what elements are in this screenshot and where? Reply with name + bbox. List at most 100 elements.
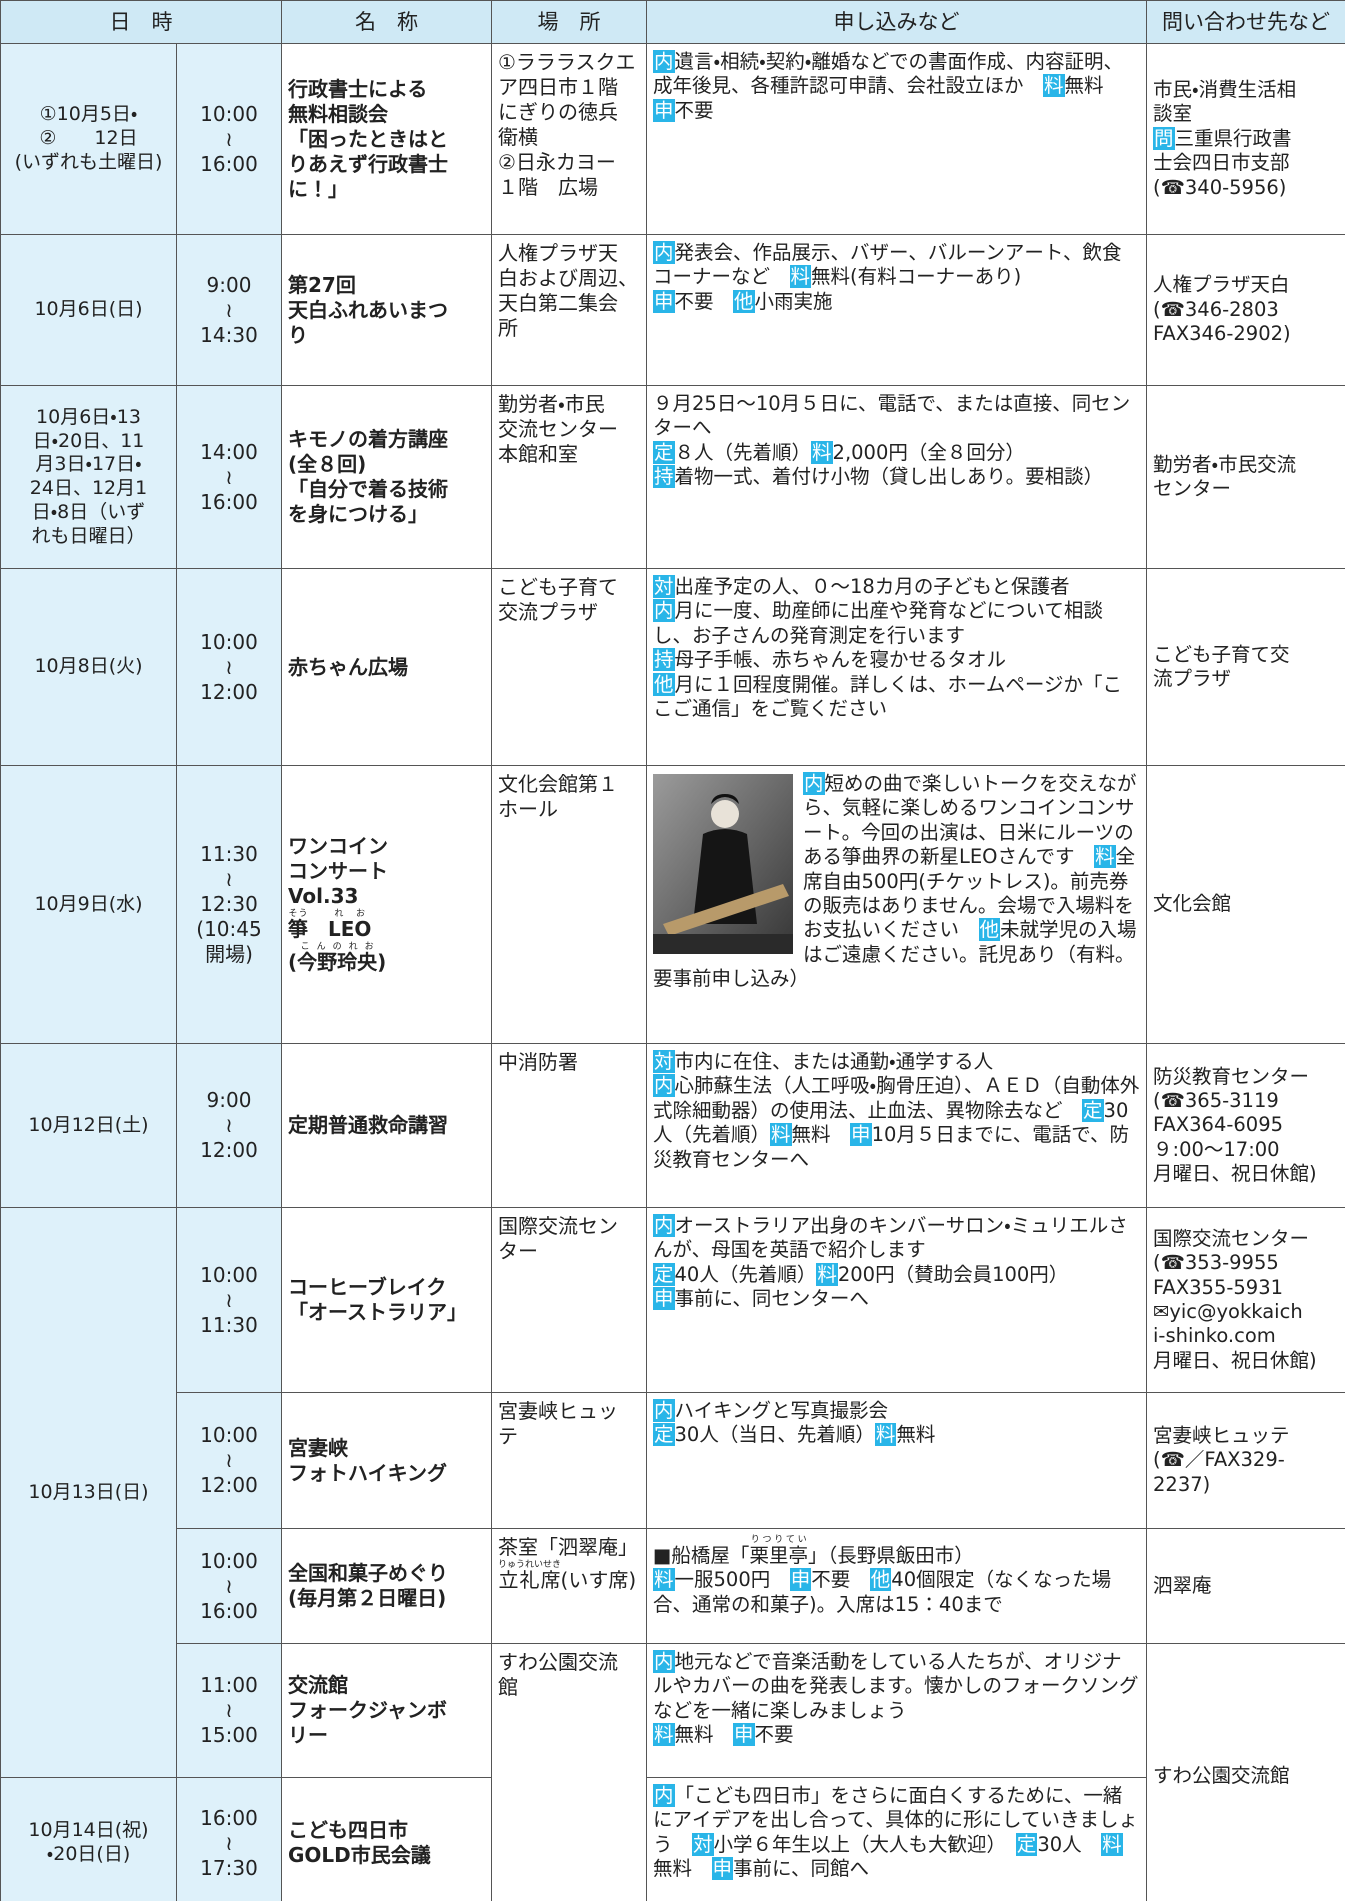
text: 「自分で着る技術 bbox=[288, 477, 448, 501]
text: こども子育て交 bbox=[1153, 642, 1290, 666]
line: i-shinko.com bbox=[1153, 1324, 1339, 1348]
time-cell: 11:30 ≀ 12:30 (10:45 開場) bbox=[176, 765, 282, 1044]
place-cell: 中消防署 bbox=[491, 1043, 647, 1208]
text: フォークジャンボ bbox=[288, 1698, 447, 1722]
text: 国際交流セン bbox=[498, 1214, 618, 1238]
line: 防災教育センター bbox=[1153, 1065, 1339, 1089]
badge: 料 bbox=[770, 1123, 792, 1147]
text: 白および周辺、 bbox=[498, 266, 638, 290]
text: フォトハイキング bbox=[288, 1460, 447, 1485]
line: コーヒーブレイク bbox=[288, 1275, 485, 1300]
text: 衛横 bbox=[498, 125, 538, 149]
text: れも日曜日） bbox=[31, 524, 146, 547]
line: 国際交流セン bbox=[498, 1214, 640, 1239]
text: 17:30 bbox=[200, 1855, 258, 1880]
line: 開場) bbox=[183, 942, 275, 967]
detail-cell: 内遺言・相続・契約・離婚などでの書面作成、内容証明、成年後見、各種許認可申請、会… bbox=[646, 43, 1147, 235]
text: 国際交流センター bbox=[1153, 1226, 1310, 1250]
text: 不要 bbox=[811, 1568, 870, 1592]
text: 立礼席 bbox=[498, 1568, 562, 1592]
text: ≀ bbox=[225, 1830, 233, 1855]
text: 10:00 bbox=[200, 1262, 258, 1287]
detail-cell: ■船橋屋「栗里亭りつりてい」（長野県飯田市） 料一服500円 申不要 他40個限定… bbox=[646, 1528, 1147, 1644]
text: 10月12日(土) bbox=[28, 1113, 149, 1136]
line: ≀ bbox=[183, 1448, 275, 1473]
time-cell: 10:00 ≀ 12:00 bbox=[176, 1392, 282, 1529]
text: 館 bbox=[498, 1675, 518, 1699]
text: 宮妻峡ヒュッ bbox=[498, 1399, 618, 1423]
ruby: そう bbox=[288, 909, 308, 919]
contact-cell: 宮妻峡ヒュッテ (☎／FAX329- 2237) bbox=[1146, 1392, 1345, 1529]
text: 心肺蘇生法（人工呼吸・胸骨圧迫）、ＡＥＤ（自動体外式除細動器）の使用法、止血法、… bbox=[653, 1074, 1140, 1122]
name-cell: コーヒーブレイク 「オーストラリア」 bbox=[281, 1207, 492, 1393]
line: 勤労者・市民交流 bbox=[1153, 453, 1339, 477]
text: 行政書士による bbox=[288, 76, 428, 101]
text: 宮妻峡ヒュッテ bbox=[1153, 1423, 1290, 1447]
line: コンサート bbox=[288, 859, 485, 884]
text: 開場) bbox=[205, 942, 253, 966]
line: 10:00 bbox=[183, 1263, 275, 1288]
text: ア四日市１階 bbox=[498, 75, 618, 99]
text: GOLD市民会議 bbox=[288, 1843, 431, 1867]
text: 全席自由500円(チケットレス)。前売券の販売はありません。会場で入場料をお支払… bbox=[803, 845, 1136, 942]
text: 未就学児の入場はご遠慮ください。託児あり（有料。要事前申し込み） bbox=[653, 918, 1137, 990]
text: すわ公園交流 bbox=[498, 1650, 618, 1674]
badge: 定 bbox=[1082, 1098, 1104, 1122]
header-cell: 場 所 bbox=[491, 0, 647, 44]
text: を身につける」 bbox=[288, 502, 428, 526]
text: 12:00 bbox=[200, 1473, 258, 1497]
line: 申不要 他小雨実施 bbox=[653, 289, 1140, 314]
text: ８人（先着順） bbox=[674, 440, 812, 464]
text: 宮妻峡 bbox=[288, 1435, 348, 1460]
text: 16:00 bbox=[200, 1598, 258, 1623]
line: ≀ bbox=[183, 298, 275, 323]
ruby-text: 立礼席りゅうれいせき bbox=[498, 1560, 562, 1592]
line: 日・20日、11 bbox=[7, 430, 170, 454]
text: 16:00 bbox=[200, 1805, 258, 1830]
text: 10月13日(日) bbox=[28, 1480, 149, 1503]
badge: 定 bbox=[653, 1423, 675, 1447]
text: ワンコイン bbox=[288, 834, 388, 858]
text: FAX346-2902) bbox=[1153, 322, 1291, 346]
text: 無料 bbox=[1064, 74, 1124, 98]
line: 内遺言・相続・契約・離婚などでの書面作成、内容証明、成年後見、各種許認可申請、会… bbox=[653, 50, 1140, 123]
line: にぎりの徳兵 bbox=[498, 100, 640, 125]
line: 10月12日(土) bbox=[7, 1114, 170, 1138]
line: 文化会館第１ bbox=[498, 772, 640, 797]
line: 11:30 bbox=[183, 842, 275, 867]
line: 交流プラザ bbox=[498, 600, 640, 625]
badge: 内 bbox=[653, 241, 675, 264]
text: 日・20日、11 bbox=[32, 429, 145, 452]
ruby: れお bbox=[328, 909, 372, 919]
line: 12:00 bbox=[183, 1138, 275, 1163]
badge: 定 bbox=[653, 440, 675, 464]
text: 月に一度、助産師に出産や発育などについて相談し、お子さんの発育測定を行います bbox=[653, 599, 1103, 647]
text: ≀ bbox=[225, 126, 233, 151]
line: ア四日市１階 bbox=[498, 75, 640, 100]
line: 2237) bbox=[1153, 1473, 1339, 1497]
line: 10月14日(祝) bbox=[7, 1819, 170, 1843]
text: ≀ bbox=[225, 1287, 233, 1312]
text: (☎353-9955 bbox=[1153, 1251, 1279, 1275]
line: 所 bbox=[498, 316, 640, 341]
text: 一服500円 bbox=[674, 1568, 790, 1592]
text: 中消防署 bbox=[498, 1050, 578, 1074]
time-cell: 11:00 ≀ 15:00 bbox=[176, 1643, 282, 1778]
text: 24日、12月1 bbox=[29, 477, 148, 499]
text: 15:00 bbox=[200, 1723, 258, 1747]
header-cell: 問い合わせ先など bbox=[1146, 0, 1345, 44]
detail-cell: 内「こども四日市」をさらに面白くするために、一緒にアイデアを出し合って、具体的に… bbox=[646, 1777, 1147, 1901]
event-row: 10:00 ≀ 12:00 宮妻峡 フォトハイキング 宮妻峡ヒュッテ内ハイキングと写真撮影… bbox=[1, 1392, 1345, 1529]
text: 短めの曲で楽しいトークを交えながら、気軽に楽しめるワンコインコンサート。今回の出… bbox=[803, 772, 1137, 869]
contact-cell: 防災教育センター (☎365-3119 FAX364-6095 ９:00～17:00 月… bbox=[1146, 1043, 1345, 1208]
badge: 他 bbox=[978, 918, 1001, 942]
text: ≀ bbox=[225, 1698, 233, 1722]
badge: 他 bbox=[733, 289, 755, 313]
contact-cell: 泗翠庵 bbox=[1146, 1528, 1345, 1644]
badge: 料 bbox=[816, 1262, 838, 1286]
text: 交流プラザ bbox=[498, 600, 598, 624]
line: 料無料 申不要 bbox=[653, 1723, 1140, 1747]
line: 国際交流センター bbox=[1153, 1227, 1339, 1251]
date-cell: ①10月5日・ ② 12日 (いずれも土曜日) bbox=[0, 43, 177, 235]
line: 日・8日（いず bbox=[7, 501, 170, 525]
